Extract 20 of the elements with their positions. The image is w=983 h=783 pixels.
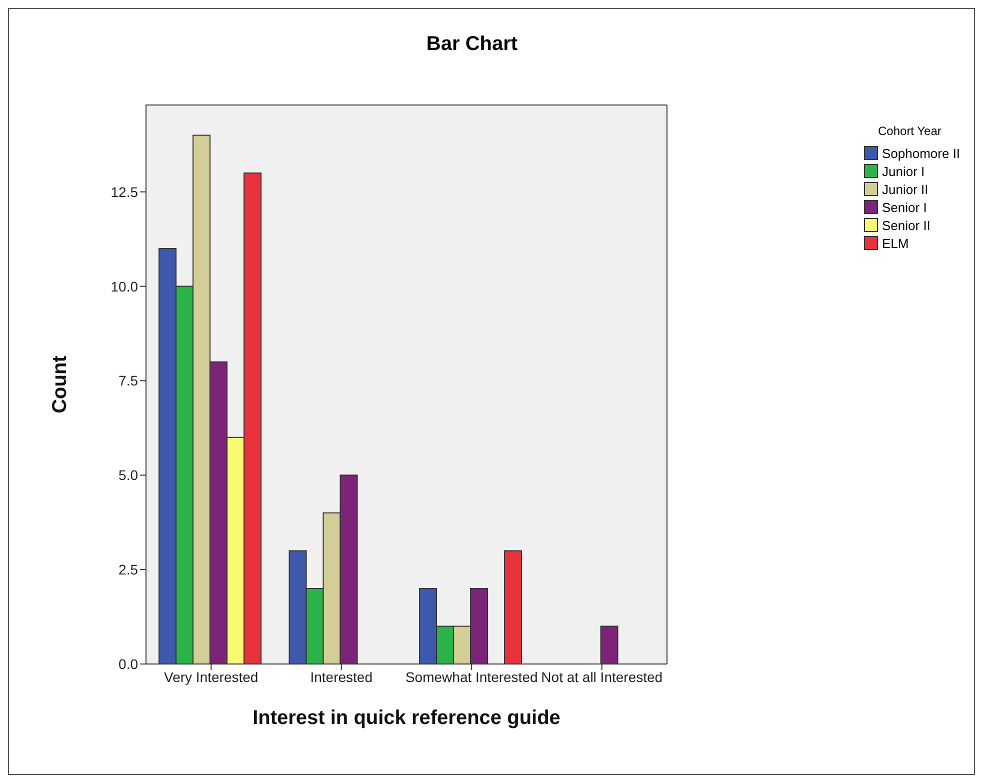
y-tick-label: 2.5 bbox=[118, 562, 138, 578]
y-tick-label: 0.0 bbox=[118, 656, 138, 672]
y-axis-title: Count bbox=[49, 355, 72, 414]
y-tick-label: 7.5 bbox=[118, 372, 138, 389]
legend-label: Sophomore II bbox=[882, 146, 960, 160]
legend-label: Senior II bbox=[882, 218, 930, 232]
y-tick-label: 12.5 bbox=[110, 184, 138, 200]
chart-title: Bar Chart bbox=[425, 33, 519, 56]
x-tick-label: Not at all Interested bbox=[541, 668, 663, 685]
legend-label: Junior II bbox=[882, 182, 928, 196]
x-tick-label: Somewhat Interested bbox=[405, 668, 538, 685]
legend-label: Senior I bbox=[882, 200, 927, 214]
legend-label: ELM bbox=[882, 236, 909, 250]
x-axis-title: Interest in quick reference guide bbox=[252, 707, 560, 729]
y-tick-label: 5.0 bbox=[118, 467, 138, 484]
x-tick-label: Interested bbox=[310, 668, 373, 685]
legend-label: Junior I bbox=[882, 164, 925, 178]
y-tick-label: 10.0 bbox=[110, 278, 138, 294]
x-tick-label: Very Interested bbox=[164, 668, 258, 685]
legend-title: Cohort Year bbox=[878, 124, 942, 138]
